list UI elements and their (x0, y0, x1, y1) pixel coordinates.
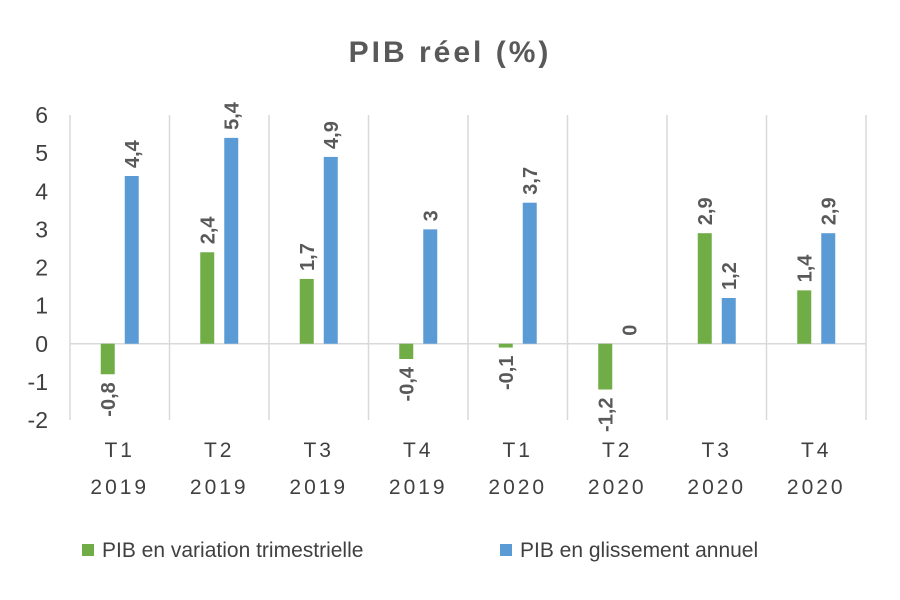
y-tick-label: 4 (35, 178, 48, 204)
legend-label: PIB en glissement annuel (520, 539, 758, 562)
bar (323, 156, 338, 344)
data-label: 2,9 (818, 197, 840, 225)
y-tick-label: 5 (35, 140, 48, 166)
bar (721, 298, 736, 344)
y-tick-label: 6 (35, 102, 48, 128)
chart-title: PIB réel (%) (349, 36, 552, 69)
bar (299, 278, 314, 344)
x-tick-label-year: 2020 (787, 476, 846, 499)
data-label: -0,1 (496, 356, 518, 390)
bar (797, 290, 812, 344)
x-tick-label-year: 2019 (389, 476, 448, 499)
y-tick-label: 0 (35, 331, 48, 357)
bar (224, 137, 239, 344)
data-labels: -0,8 2,4 1,7 -0,4 -0,1 -1,2 2,9 1,4 4,4 5,4 4,9 3 3,… (98, 101, 841, 432)
data-label: -0,8 (98, 382, 120, 416)
x-tick-label-quarter: T1 (104, 439, 135, 462)
data-label: 1,4 (794, 254, 816, 283)
data-label: 2,9 (695, 197, 717, 225)
data-label: 2,4 (197, 216, 219, 245)
legend: PIB en variation trimestrielle PIB en gli… (82, 539, 758, 562)
bar (200, 252, 215, 344)
x-tick-label-quarter: T2 (204, 439, 235, 462)
bar (100, 343, 115, 375)
data-label: 0 (619, 325, 641, 336)
x-tick-label-quarter: T3 (303, 439, 334, 462)
x-axis-categories: T1 2019 T2 2019 T3 2019 T4 2019 T1 2020 T2 2020 T3 20… (90, 439, 846, 499)
y-tick-label: -1 (28, 369, 48, 395)
bars (100, 137, 836, 390)
data-label: -0,4 (396, 366, 418, 401)
data-label: 3,7 (520, 167, 542, 195)
data-label: 1,7 (297, 243, 319, 271)
legend-label: PIB en variation trimestrielle (102, 539, 363, 562)
legend-swatch (82, 544, 94, 556)
x-tick-label-year: 2019 (90, 476, 149, 499)
data-label: -1,2 (595, 398, 617, 432)
x-tick-label-quarter: T4 (801, 439, 832, 462)
y-tick-label: 1 (35, 293, 48, 319)
bar (423, 229, 438, 344)
bar (124, 176, 139, 344)
y-tick-label: 2 (35, 255, 48, 281)
bar (498, 343, 513, 348)
bar (598, 343, 613, 390)
x-tick-label-quarter: T1 (502, 439, 533, 462)
x-tick-label-quarter: T2 (602, 439, 633, 462)
x-tick-label-quarter: T3 (701, 439, 732, 462)
y-tick-label: -2 (28, 407, 48, 433)
bar (821, 233, 836, 344)
data-label: 3 (420, 210, 442, 221)
bar (399, 343, 414, 359)
data-label: 5,4 (221, 101, 243, 130)
x-tick-label-year: 2020 (588, 476, 647, 499)
y-tick-label: 3 (35, 216, 48, 242)
x-tick-label-year: 2020 (488, 476, 547, 499)
legend-swatch (500, 544, 512, 556)
x-tick-label-year: 2019 (289, 476, 348, 499)
x-tick-label-year: 2020 (687, 476, 746, 499)
data-label: 1,2 (719, 262, 741, 290)
x-tick-label-year: 2019 (190, 476, 249, 499)
grid-lines (69, 115, 867, 420)
bar (522, 202, 537, 344)
y-axis-ticks: -2 -1 0 1 2 3 4 5 6 (28, 102, 49, 433)
data-label: 4,9 (321, 121, 343, 149)
data-label: 4,4 (122, 139, 144, 168)
bar (697, 233, 712, 344)
x-tick-label-quarter: T4 (403, 439, 434, 462)
